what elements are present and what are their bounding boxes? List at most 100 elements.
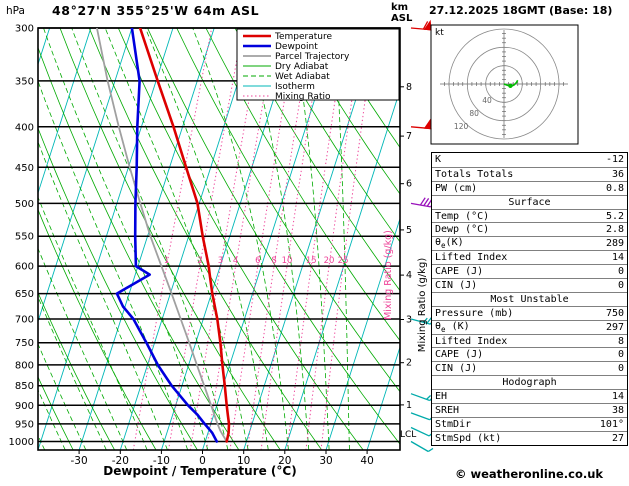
stats-row: PW (cm) 0.8 bbox=[432, 180, 627, 195]
skewt-chart: 1 2 3 4 6 8 10 15 20 2530035040045050055060065070… bbox=[9, 19, 437, 467]
mixing-ratio-value: 2 bbox=[197, 256, 202, 266]
km-tick-label: 6 bbox=[406, 179, 412, 190]
hodograph-ring-label: 80 bbox=[469, 109, 479, 118]
stats-row-label: Lifted Index bbox=[435, 335, 508, 347]
stats-row-value: 0.8 bbox=[605, 182, 624, 194]
temperature-curve bbox=[138, 28, 231, 443]
stats-row-value: 36 bbox=[611, 168, 624, 180]
stats-row-value: 2.8 bbox=[605, 224, 624, 236]
hodograph-border bbox=[430, 24, 579, 145]
stats-row-value: 14 bbox=[611, 391, 624, 403]
hodograph-ring bbox=[485, 65, 523, 103]
legend-entry-label: Parcel Trajectory bbox=[275, 52, 350, 62]
pressure-tick-label: 650 bbox=[15, 289, 34, 300]
temp-tick-label: 30 bbox=[319, 455, 332, 467]
stats-row-value: 38 bbox=[611, 404, 624, 416]
height-axis-unit: km ASL bbox=[391, 2, 412, 24]
hodograph-marker bbox=[508, 83, 513, 88]
stats-row: θe(K) 289 bbox=[432, 236, 627, 250]
km-tick-label: 4 bbox=[406, 270, 412, 281]
stats-row: K -12 bbox=[432, 153, 627, 167]
stats-row: CAPE (J) 0 bbox=[432, 264, 627, 278]
stats-row-value: 27 bbox=[611, 432, 624, 444]
wind-barb bbox=[410, 19, 432, 31]
wind-barb bbox=[410, 440, 434, 453]
legend-entry-label: Dry Adiabat bbox=[275, 62, 329, 72]
mixing-ratio-axis-label: Mixing Ratio (g/kg) bbox=[417, 257, 428, 353]
pressure-axis-labels: 300 350 400 450 500 550 600 650 700 750 800 850 900 9… bbox=[9, 24, 34, 449]
mixing-ratio-lines bbox=[132, 28, 376, 450]
stats-row-value: 0 bbox=[617, 266, 624, 278]
pressure-tick-label: 400 bbox=[15, 122, 34, 133]
pressure-tick-label: 600 bbox=[15, 262, 34, 273]
legend-entry-label: Temperature bbox=[274, 32, 332, 42]
stats-row-label: CIN (J) bbox=[435, 279, 478, 291]
mixing-ratio-value: 20 bbox=[324, 256, 335, 266]
mixing-ratio-value: 10 bbox=[282, 256, 293, 266]
stats-row-value: -12 bbox=[605, 154, 624, 166]
stats-section-header: Hodograph bbox=[432, 375, 627, 389]
lcl-label: LCL bbox=[400, 430, 417, 440]
temp-tick-label: 10 bbox=[237, 455, 250, 467]
dewpoint-curve bbox=[115, 28, 219, 443]
temp-tick-label: 0 bbox=[199, 455, 206, 467]
hodograph-ring bbox=[448, 28, 560, 140]
pressure-tick-label: 950 bbox=[15, 419, 34, 430]
km-tick-label: 5 bbox=[406, 225, 412, 236]
wind-barb bbox=[410, 118, 432, 130]
stats-section-header: Most Unstable bbox=[432, 291, 627, 306]
legend-entry-label: Mixing Ratio bbox=[275, 92, 331, 102]
theta-e-subscript: e bbox=[441, 241, 446, 251]
mixing-ratio-value: 8 bbox=[271, 256, 276, 266]
legend-entry-label: Dewpoint bbox=[275, 42, 318, 52]
hodograph-ring-label: 40 bbox=[482, 96, 492, 105]
km-label: km bbox=[391, 2, 409, 13]
run-datetime: 27.12.2025 18GMT (Base: 18) bbox=[429, 4, 613, 17]
hodograph-ring bbox=[466, 46, 542, 122]
hodograph-ring-label: 120 bbox=[454, 122, 469, 131]
stats-row-label: K bbox=[435, 154, 442, 166]
mixing-ratio-axis-label-inner: Mixing Ratio (g/kg) bbox=[383, 230, 394, 320]
stats-row-label: Lifted Index bbox=[435, 252, 508, 264]
mixing-ratio-value: 1 bbox=[164, 256, 169, 266]
stats-row: EH 14 bbox=[432, 389, 627, 403]
parcel-trajectory-curve bbox=[96, 28, 228, 443]
stats-row: CIN (J) 0 bbox=[432, 361, 627, 375]
page-title: 48°27'N 355°25'W 64m ASL bbox=[52, 3, 260, 18]
stats-row: Dewp (°C) 2.8 bbox=[432, 222, 627, 236]
mixing-ratio-value: 15 bbox=[306, 256, 317, 266]
plot-border bbox=[37, 27, 401, 451]
temp-tick-label: -30 bbox=[71, 455, 88, 467]
pressure-tick-label: 900 bbox=[15, 401, 34, 412]
mixing-ratio-value: 6 bbox=[255, 256, 260, 266]
stats-section-header: Surface bbox=[432, 194, 627, 209]
stats-row-label: EH bbox=[435, 391, 448, 403]
stats-row: Totals Totals 36 bbox=[432, 166, 627, 181]
stats-row-label: StmSpd (kt) bbox=[435, 432, 502, 444]
temp-axis-labels: -30 -20 -10 0 10 20 30 40 bbox=[71, 450, 374, 467]
stats-row-label: θe (K) bbox=[435, 320, 470, 334]
temp-tick-label: 20 bbox=[278, 455, 291, 467]
pressure-tick-label: 550 bbox=[15, 232, 34, 243]
x-axis-title: Dewpoint / Temperature (°C) bbox=[103, 464, 297, 478]
temp-tick-label: -20 bbox=[112, 455, 129, 467]
stats-row-label: CIN (J) bbox=[435, 363, 478, 375]
stats-row: θe (K) 297 bbox=[432, 319, 627, 334]
pressure-tick-label: 750 bbox=[15, 338, 34, 349]
stats-row-value: 0 bbox=[617, 349, 624, 361]
copyright-footer: © weatheronline.co.uk bbox=[454, 467, 604, 481]
km-tick-label: 1 bbox=[406, 400, 412, 411]
pressure-tick-label: 850 bbox=[15, 381, 34, 392]
km-tick-label: 3 bbox=[406, 315, 412, 326]
stats-row-label: Dewp (°C) bbox=[435, 224, 490, 236]
stats-row-value: 8 bbox=[617, 335, 624, 347]
stats-row-value: 5.2 bbox=[605, 210, 624, 222]
asl-label: ASL bbox=[391, 13, 413, 24]
stats-row: CIN (J) 0 bbox=[432, 278, 627, 292]
stats-row-value: 297 bbox=[605, 321, 624, 333]
stats-row-label: StmDir bbox=[435, 418, 472, 430]
hodograph-trace bbox=[503, 79, 519, 88]
stats-row: StmSpd (kt) 27 bbox=[432, 430, 627, 445]
